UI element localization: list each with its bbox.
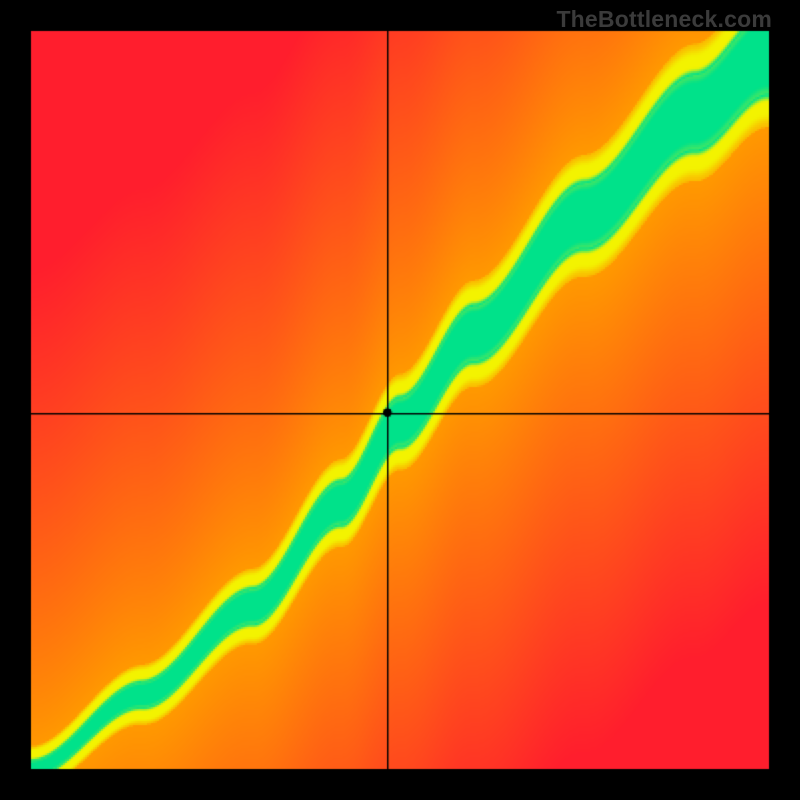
watermark-label: TheBottleneck.com — [556, 6, 772, 33]
bottleneck-heatmap — [0, 0, 800, 800]
